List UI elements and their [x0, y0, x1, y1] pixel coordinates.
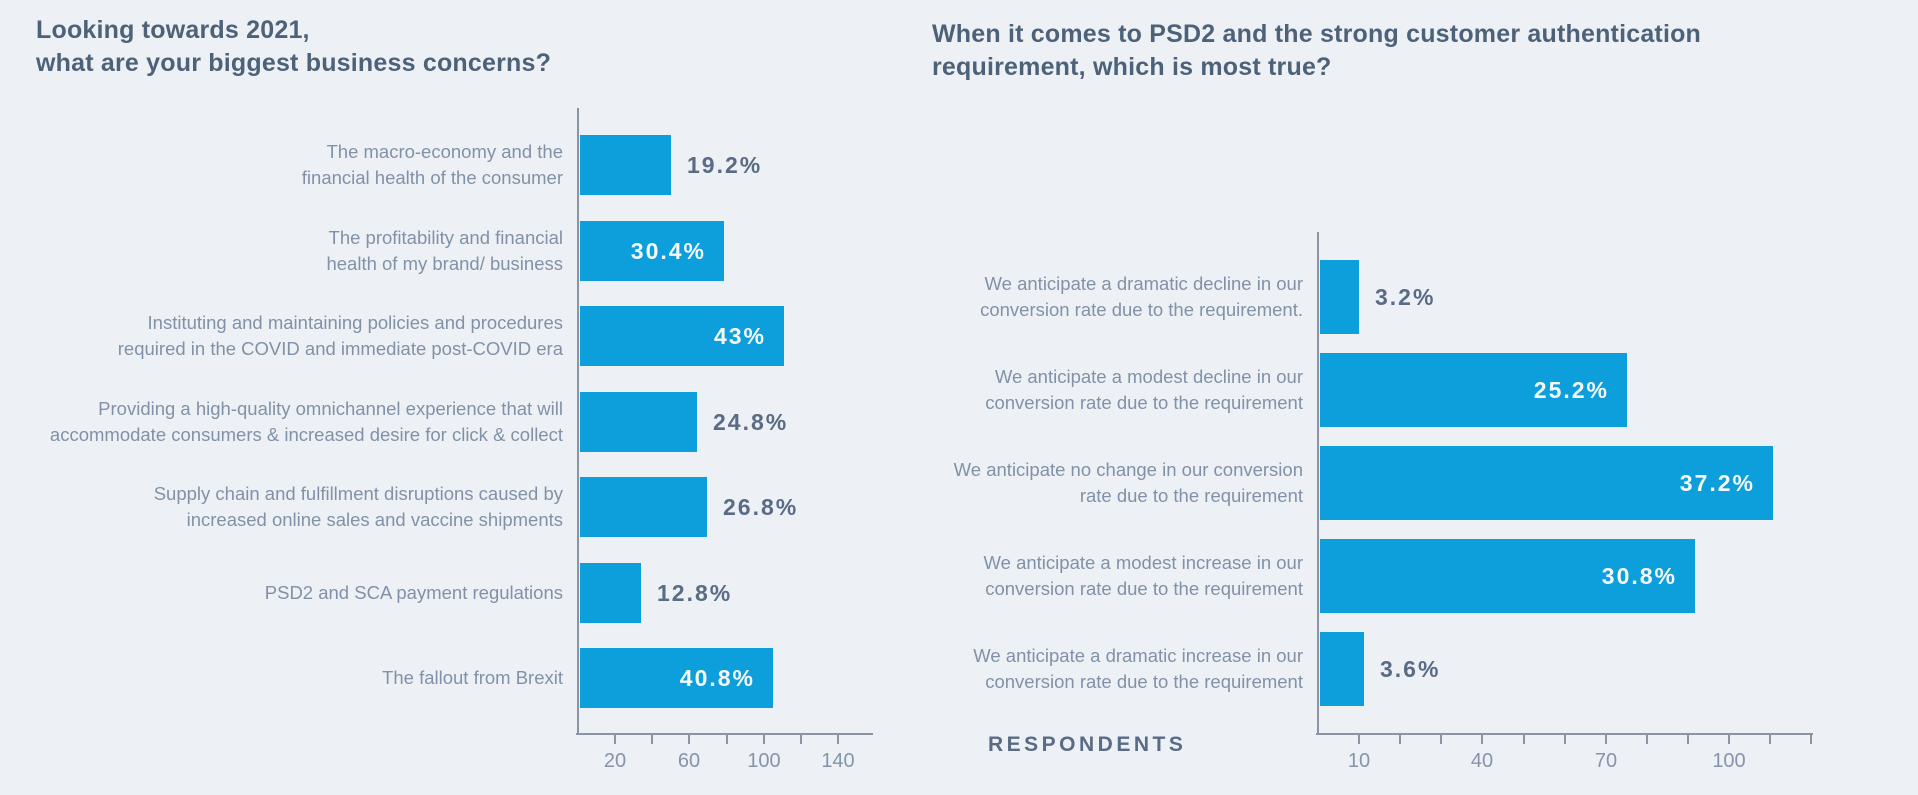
axis-tick-label: 60 [677, 750, 701, 772]
axis-tick-label: 70 [1594, 750, 1618, 772]
value-label: 3.2% [1375, 283, 1436, 310]
bar [1320, 260, 1359, 334]
category-label: We anticipate a modest decline in our co… [985, 366, 1303, 413]
axis-tick-mark [763, 735, 765, 744]
axis-tick-mark [1523, 735, 1525, 744]
category-label: Providing a high-quality omnichannel exp… [49, 398, 563, 445]
bar [580, 306, 784, 366]
bar [1320, 539, 1695, 613]
axis-tick-mark [614, 735, 616, 744]
category-label: We anticipate a modest increase in our c… [983, 552, 1303, 599]
axis-tick-mark [726, 735, 728, 744]
axis-tick-mark [1769, 735, 1771, 744]
value-label: 30.8% [1601, 562, 1677, 589]
chart-title-business-concerns: Looking towards 2021, what are your bigg… [36, 16, 552, 77]
axis-tick-mark [1481, 735, 1483, 744]
x-axis [1316, 733, 1813, 735]
axis-tick-mark [1564, 735, 1566, 744]
bar [580, 221, 724, 281]
category-label: The profitability and financial health o… [326, 227, 563, 274]
value-label: 37.2% [1679, 469, 1755, 496]
bar [1320, 353, 1627, 427]
bar [1320, 446, 1773, 520]
category-label: We anticipate a dramatic increase in our… [973, 645, 1303, 692]
axis-tick-mark [688, 735, 690, 744]
category-label: The fallout from Brexit [382, 667, 563, 689]
bar [580, 392, 697, 452]
bar [580, 135, 671, 195]
axis-tick-label: 100 [1712, 750, 1746, 772]
axis-tick-mark [1440, 735, 1442, 744]
axis-tick-mark [1358, 735, 1360, 744]
value-label: 25.2% [1533, 376, 1609, 403]
axis-tick-label: 100 [747, 750, 781, 772]
y-axis [577, 108, 579, 735]
axis-tick-label: 140 [821, 750, 855, 772]
y-axis [1317, 232, 1319, 735]
x-axis-caption-respondents: RESPONDENTS [988, 733, 1187, 756]
value-label: 40.8% [679, 664, 755, 691]
axis-tick-mark [1810, 735, 1812, 744]
category-label: The macro-economy and the financial heal… [301, 141, 563, 188]
axis-tick-mark [1399, 735, 1401, 744]
bar [1320, 632, 1364, 706]
category-label: PSD2 and SCA payment regulations [264, 582, 563, 604]
axis-tick-mark [651, 735, 653, 744]
axis-tick-mark [1646, 735, 1648, 744]
value-label: 26.8% [723, 493, 799, 520]
axis-tick-mark [1605, 735, 1607, 744]
value-label: 19.2% [687, 151, 763, 178]
category-label: Instituting and maintaining policies and… [117, 312, 563, 359]
value-label: 30.4% [630, 237, 706, 264]
axis-tick-mark [837, 735, 839, 744]
category-label: We anticipate no change in our conversio… [953, 459, 1303, 506]
bar [580, 563, 641, 623]
bar [580, 648, 773, 708]
x-axis [576, 733, 873, 735]
value-label: 3.6% [1380, 655, 1441, 682]
category-label: We anticipate a dramatic decline in our … [980, 273, 1303, 320]
chart-title-psd2: When it comes to PSD2 and the strong cus… [932, 20, 1702, 81]
bar [580, 477, 707, 537]
axis-tick-label: 20 [603, 750, 627, 772]
axis-tick-mark [1687, 735, 1689, 744]
value-label: 24.8% [713, 408, 789, 435]
axis-tick-mark [1728, 735, 1730, 744]
axis-tick-label: 10 [1347, 750, 1371, 772]
category-label: Supply chain and fulfillment disruptions… [153, 483, 563, 530]
axis-tick-label: 40 [1470, 750, 1494, 772]
axis-tick-mark [800, 735, 802, 744]
value-label: 12.8% [657, 579, 733, 606]
value-label: 43% [713, 322, 766, 349]
